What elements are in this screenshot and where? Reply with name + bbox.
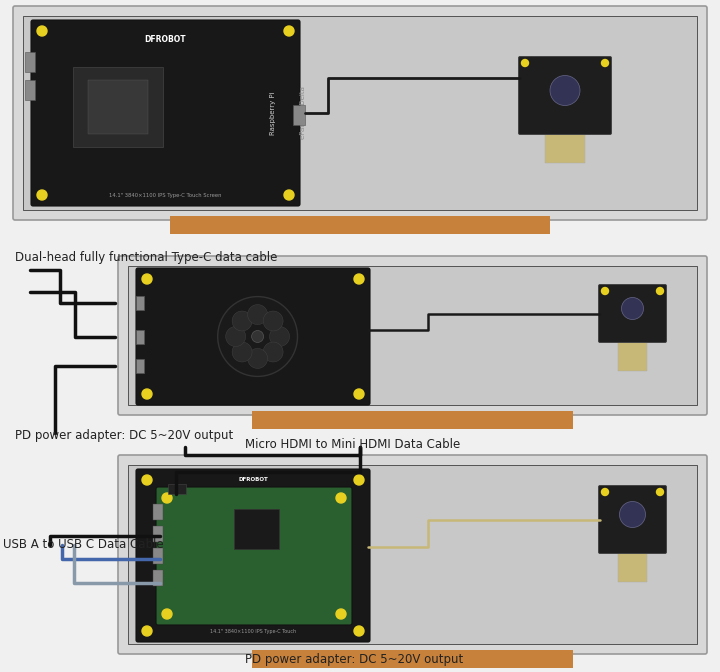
Bar	[153, 570, 163, 586]
Circle shape	[336, 493, 346, 503]
Bar	[545, 133, 585, 163]
FancyBboxPatch shape	[518, 56, 611, 134]
FancyBboxPatch shape	[136, 469, 370, 642]
Text: ePanda 3 Delta: ePanda 3 Delta	[300, 87, 306, 139]
Text: 14.1" 3840×1100 IPS Type-C Touch Screen: 14.1" 3840×1100 IPS Type-C Touch Screen	[109, 194, 222, 198]
Bar	[25, 80, 35, 100]
Circle shape	[521, 60, 528, 67]
Bar	[618, 552, 647, 582]
Bar	[251, 411, 573, 429]
Bar	[168, 484, 186, 494]
Bar	[136, 359, 144, 373]
FancyBboxPatch shape	[13, 6, 707, 220]
Circle shape	[354, 626, 364, 636]
Circle shape	[601, 60, 608, 67]
Circle shape	[251, 331, 264, 343]
Text: PD power adapter: DC 5~20V output: PD power adapter: DC 5~20V output	[15, 429, 233, 442]
Circle shape	[601, 489, 608, 495]
FancyBboxPatch shape	[598, 485, 667, 554]
Circle shape	[37, 26, 47, 36]
Circle shape	[142, 626, 152, 636]
Circle shape	[269, 327, 289, 347]
Circle shape	[248, 349, 268, 368]
Circle shape	[354, 475, 364, 485]
Bar	[293, 105, 305, 125]
Bar	[251, 650, 573, 668]
Circle shape	[354, 389, 364, 399]
Bar	[128, 266, 697, 405]
Bar	[170, 216, 550, 234]
Circle shape	[162, 493, 172, 503]
Text: Raspberry Pi: Raspberry Pi	[270, 91, 276, 135]
Bar	[234, 509, 279, 549]
Bar	[23, 16, 697, 210]
Circle shape	[284, 190, 294, 200]
Text: 14.1" 3840×1100 IPS Type-C Touch: 14.1" 3840×1100 IPS Type-C Touch	[210, 630, 296, 634]
Bar	[88, 80, 148, 134]
Bar	[153, 504, 163, 520]
Bar	[136, 329, 144, 343]
FancyBboxPatch shape	[598, 284, 667, 343]
Circle shape	[142, 475, 152, 485]
Bar	[618, 341, 647, 371]
Circle shape	[601, 288, 608, 294]
Text: Dual-head fully functional Type-C data cable: Dual-head fully functional Type-C data c…	[15, 251, 277, 265]
Circle shape	[336, 609, 346, 619]
FancyBboxPatch shape	[136, 268, 370, 405]
Bar	[153, 526, 163, 542]
Circle shape	[619, 501, 646, 528]
FancyBboxPatch shape	[118, 455, 707, 654]
FancyBboxPatch shape	[31, 20, 300, 206]
Bar	[25, 52, 35, 72]
Circle shape	[232, 342, 252, 362]
FancyBboxPatch shape	[156, 487, 352, 625]
Circle shape	[217, 296, 297, 376]
Bar	[128, 465, 697, 644]
Circle shape	[284, 26, 294, 36]
Bar	[136, 296, 144, 310]
Circle shape	[248, 304, 268, 325]
Text: DFROBOT: DFROBOT	[238, 477, 268, 482]
Circle shape	[232, 311, 252, 331]
Circle shape	[263, 342, 283, 362]
Circle shape	[657, 489, 664, 495]
Bar	[73, 67, 163, 147]
Circle shape	[142, 389, 152, 399]
Bar	[153, 548, 163, 564]
Circle shape	[37, 190, 47, 200]
Circle shape	[354, 274, 364, 284]
Circle shape	[657, 288, 664, 294]
Circle shape	[225, 327, 246, 347]
Circle shape	[263, 311, 283, 331]
FancyBboxPatch shape	[118, 256, 707, 415]
Circle shape	[162, 609, 172, 619]
Text: DFROBOT: DFROBOT	[145, 36, 186, 44]
Circle shape	[621, 298, 644, 319]
Circle shape	[550, 75, 580, 106]
Text: Micro HDMI to Mini HDMI Data Cable: Micro HDMI to Mini HDMI Data Cable	[245, 439, 460, 452]
Text: PD power adapter: DC 5~20V output: PD power adapter: DC 5~20V output	[245, 653, 463, 667]
Text: USB A to USB C Data Cable: USB A to USB C Data Cable	[3, 538, 163, 552]
Circle shape	[142, 274, 152, 284]
